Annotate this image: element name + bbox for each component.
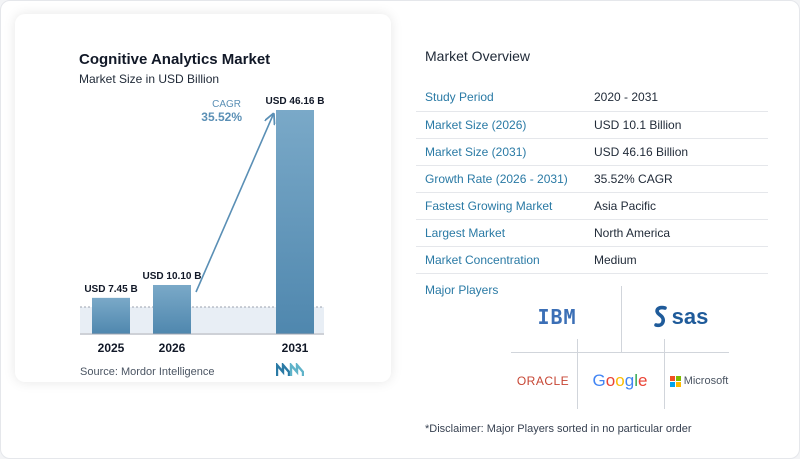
overview-value: Medium [586, 246, 768, 274]
cagr-value: 35.52% [201, 110, 242, 124]
grid-line-h-mid [511, 352, 729, 353]
oracle-logo: ORACLE [508, 370, 578, 392]
ibm-logo: IBM [520, 303, 594, 331]
ibm-logo-text: IBM [537, 305, 577, 329]
grid-line-v-right [664, 339, 665, 409]
overview-row: Market Size (2026) USD 10.1 Billion [416, 111, 768, 139]
overview-key: Fastest Growing Market [416, 192, 586, 220]
grid-line-v-left [577, 339, 578, 409]
overview-key: Largest Market [416, 219, 586, 247]
disclaimer: *Disclaimer: Major Players sorted in no … [425, 423, 692, 435]
overview-title: Market Overview [425, 48, 531, 64]
oracle-logo-text: ORACLE [516, 374, 570, 388]
grid-line-v-top [621, 286, 622, 352]
chart-title: Cognitive Analytics Market [79, 51, 271, 68]
google-letter: G [592, 371, 606, 390]
google-logo: Google [585, 368, 655, 394]
value-label-2031: USD 46.16 B [266, 96, 325, 107]
google-letter: o [605, 371, 616, 390]
sas-swirl-icon [653, 305, 667, 328]
overview-row: Study Period 2020 - 2031 [416, 84, 768, 112]
overview-key: Market Size (2026) [416, 111, 586, 139]
overview-row: Largest Market North America [416, 219, 768, 247]
overview-key: Growth Rate (2026 - 2031) [416, 165, 586, 193]
category-label-2025: 2025 [98, 341, 125, 355]
value-label-2025: USD 7.45 B [84, 284, 137, 295]
bar-chart: USD 7.45 B 2025 USD 10.10 B 2026 USD 46.16 B… [80, 96, 325, 355]
category-label-2026: 2026 [159, 341, 186, 355]
cagr-label: CAGR [212, 99, 241, 110]
source-note: Source: Mordor Intelligence [80, 366, 215, 378]
microsoft-logo-text: Microsoft [683, 375, 729, 387]
overview-value: 2020 - 2031 [586, 84, 768, 112]
overview-key: Study Period [416, 84, 586, 112]
mordor-intelligence-logo [276, 363, 304, 376]
overview-table: Study Period 2020 - 2031 Market Size (2026… [416, 84, 768, 274]
bar-2025 [92, 297, 130, 334]
google-letter: l [634, 371, 638, 390]
sas-logo-text: sas [671, 304, 709, 329]
overview-value: USD 10.1 Billion [586, 111, 768, 139]
overview-row: Fastest Growing Market Asia Pacific [416, 192, 768, 220]
overview-row: Market Size (2031) USD 46.16 Billion [416, 138, 768, 166]
microsoft-squares-icon [669, 375, 681, 387]
sas-logo: sas [640, 300, 720, 334]
overview-value: North America [586, 219, 768, 247]
google-letter: e [637, 371, 648, 390]
overview-key: Market Concentration [416, 246, 586, 274]
bar-2031 [276, 110, 314, 334]
google-letter: o [615, 371, 625, 390]
value-label-2026: USD 10.10 B [143, 271, 202, 282]
overview-row: Market Concentration Medium [416, 246, 768, 274]
major-players-title: Major Players [425, 283, 499, 297]
overview-value: Asia Pacific [586, 192, 768, 220]
category-label-2031: 2031 [282, 341, 309, 355]
bar-2026 [153, 284, 191, 334]
google-letter: g [624, 371, 635, 390]
overview-value: USD 46.16 Billion [586, 138, 768, 166]
overview-key: Market Size (2031) [416, 138, 586, 166]
microsoft-logo: Microsoft [666, 370, 732, 392]
overview-value: 35.52% CAGR [586, 165, 768, 193]
cagr-arrow [195, 115, 273, 293]
chart-subtitle: Market Size in USD Billion [79, 72, 220, 86]
google-logo-text: Google [593, 371, 648, 391]
overview-row: Growth Rate (2026 - 2031) 35.52% CAGR [416, 165, 768, 193]
